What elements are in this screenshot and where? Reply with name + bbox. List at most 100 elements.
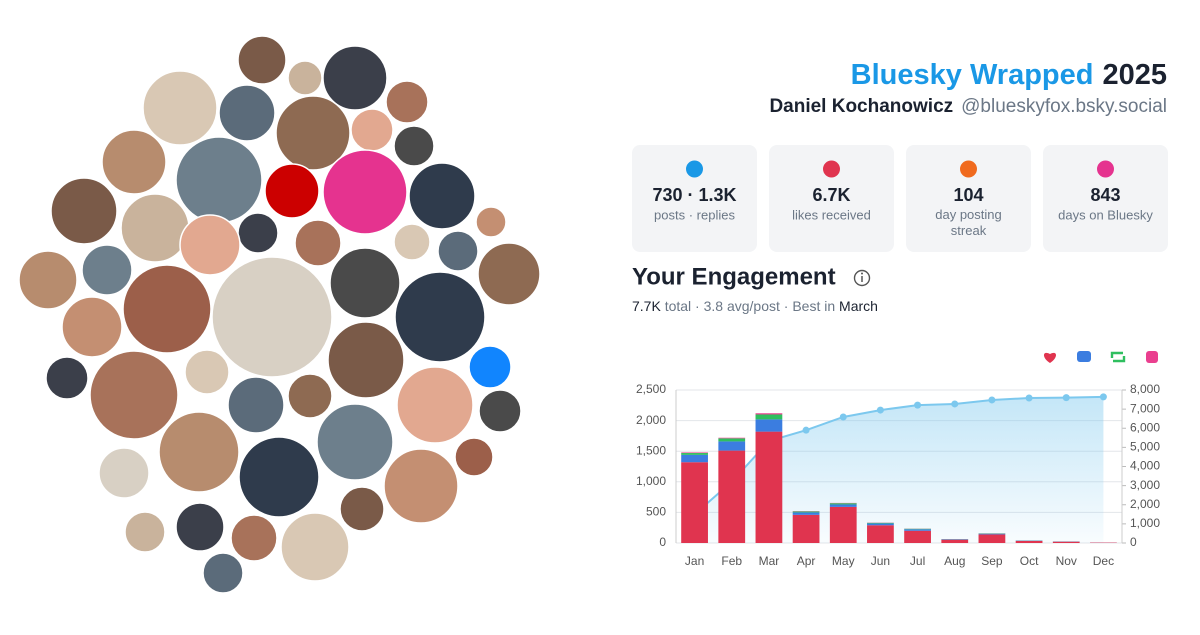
avatar[interactable] — [478, 243, 540, 305]
avatar[interactable] — [265, 164, 319, 218]
line-marker — [1100, 393, 1107, 400]
engagement-title: Your Engagement — [632, 263, 836, 290]
bar-segment — [681, 453, 708, 455]
avatar[interactable] — [46, 357, 88, 399]
info-icon[interactable] — [855, 271, 870, 286]
avatar[interactable] — [288, 61, 322, 95]
avatar[interactable] — [409, 163, 475, 229]
avatar[interactable] — [340, 487, 384, 531]
avatar[interactable] — [323, 46, 387, 110]
bar-segment — [793, 511, 820, 512]
avatar[interactable] — [121, 194, 189, 262]
bar-segment — [793, 512, 820, 514]
avatar[interactable] — [386, 81, 428, 123]
y-tick-label: 2,500 — [636, 382, 666, 396]
bar-segment — [1053, 542, 1080, 543]
avatar[interactable] — [185, 350, 229, 394]
stat-value: 104 — [953, 185, 983, 205]
x-tick-label: Jun — [871, 554, 890, 568]
stat-value: 843 — [1090, 185, 1120, 205]
avatar[interactable] — [212, 257, 332, 377]
avatar[interactable] — [51, 178, 117, 244]
engagement-summary: 7.7K total · 3.8 avg/post · Best in Marc… — [632, 298, 878, 314]
legend-icon[interactable] — [1146, 351, 1158, 363]
stat-icon — [960, 161, 977, 178]
avatar[interactable] — [176, 137, 262, 223]
stat-icon — [1097, 161, 1114, 178]
avatar[interactable] — [328, 322, 404, 398]
avatar[interactable] — [394, 126, 434, 166]
y2-tick-label: 8,000 — [1130, 382, 1160, 396]
total: 7.7K — [632, 298, 661, 314]
avatar[interactable] — [395, 272, 485, 362]
x-tick-label: Dec — [1093, 554, 1114, 568]
avatar[interactable] — [295, 220, 341, 266]
avatar[interactable] — [125, 512, 165, 552]
user-handle: @blueskyfox.bsky.social — [961, 96, 1167, 117]
avatar[interactable] — [82, 245, 132, 295]
line-marker — [988, 396, 995, 403]
bar-segment — [718, 441, 745, 450]
avatar[interactable] — [469, 346, 511, 388]
avatar[interactable] — [438, 231, 478, 271]
avatar[interactable] — [238, 36, 286, 84]
avatar[interactable] — [384, 449, 458, 523]
avatar[interactable] — [219, 85, 275, 141]
avatar[interactable] — [228, 377, 284, 433]
x-tick-label: Apr — [797, 554, 816, 568]
bar-segment — [718, 438, 745, 439]
avatar[interactable] — [479, 390, 521, 432]
avatar[interactable] — [288, 374, 332, 418]
x-tick-label: Oct — [1020, 554, 1039, 568]
avatar[interactable] — [476, 207, 506, 237]
avatar[interactable] — [330, 248, 400, 318]
avatar[interactable] — [317, 404, 393, 480]
legend-icon[interactable] — [1077, 351, 1091, 362]
avatar[interactable] — [159, 412, 239, 492]
avatar[interactable] — [239, 437, 319, 517]
bar-segment — [718, 451, 745, 543]
avatar[interactable] — [323, 150, 407, 234]
avatar[interactable] — [394, 224, 430, 260]
avatar[interactable] — [99, 448, 149, 498]
line-marker — [914, 402, 921, 409]
x-tick-label: Aug — [944, 554, 965, 568]
legend-icon[interactable] — [1044, 353, 1056, 363]
y2-tick-label: 6,000 — [1130, 420, 1160, 434]
avatar[interactable] — [397, 367, 473, 443]
avatar[interactable] — [123, 265, 211, 353]
avatar[interactable] — [203, 553, 243, 593]
y-tick-label: 0 — [659, 535, 666, 549]
line-marker — [877, 407, 884, 414]
stat-value: 730 · 1.3K — [652, 185, 736, 205]
bar-segment — [718, 438, 745, 441]
bar-segment — [904, 531, 931, 543]
bar-segment — [830, 504, 857, 506]
avatar[interactable] — [455, 438, 493, 476]
total-label: total · — [665, 298, 700, 314]
avg-label: avg/post · Best in — [727, 298, 835, 314]
title-brand: Bluesky Wrapped — [851, 59, 1094, 91]
avatar[interactable] — [90, 351, 178, 439]
y2-tick-label: 2,000 — [1130, 497, 1160, 511]
avatar[interactable] — [238, 213, 278, 253]
avatar[interactable] — [176, 503, 224, 551]
y2-tick-label: 0 — [1130, 535, 1137, 549]
avatar[interactable] — [281, 513, 349, 581]
line-marker — [1026, 395, 1033, 402]
avatar[interactable] — [231, 515, 277, 561]
x-tick-label: Jul — [910, 554, 925, 568]
avatar[interactable] — [102, 130, 166, 194]
y-tick-label: 500 — [646, 505, 666, 519]
y2-tick-label: 7,000 — [1130, 401, 1160, 415]
stat-label: days on Bluesky — [1058, 207, 1153, 222]
avatar[interactable] — [62, 297, 122, 357]
avatar[interactable] — [19, 251, 77, 309]
legend-icon[interactable] — [1112, 353, 1124, 361]
avatar[interactable] — [180, 215, 240, 275]
x-tick-label: Jan — [685, 554, 704, 568]
avatar[interactable] — [351, 109, 393, 151]
avatar[interactable] — [143, 71, 217, 145]
y-tick-label: 2,000 — [636, 413, 666, 427]
